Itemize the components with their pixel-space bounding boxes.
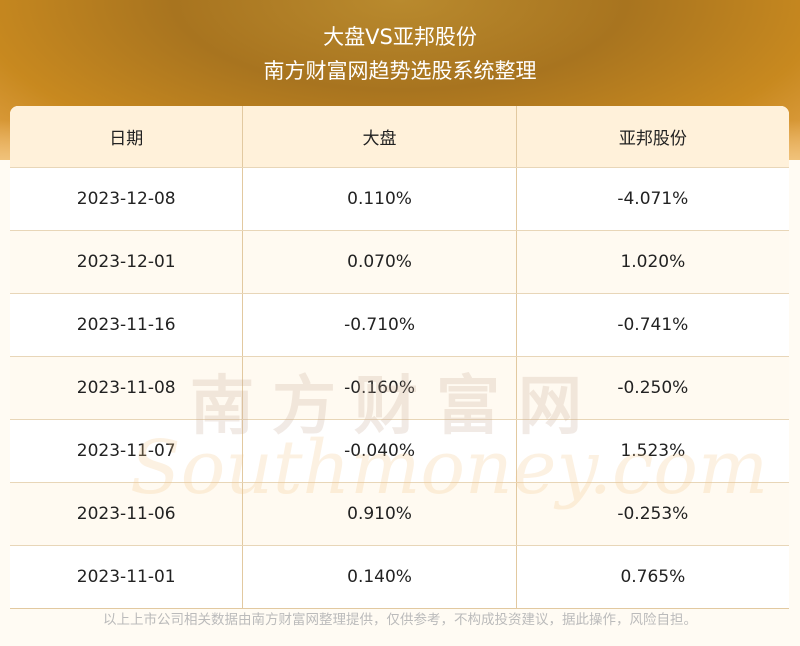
- table-row: 2023-11-07 -0.040% 1.523%: [10, 419, 789, 482]
- table-row: 2023-11-16 -0.710% -0.741%: [10, 293, 789, 356]
- table-row: 2023-11-01 0.140% 0.765%: [10, 545, 789, 608]
- page-title: 大盘VS亚邦股份: [323, 25, 477, 49]
- date-cell: 2023-11-07: [76, 441, 176, 461]
- table-header: 日期 大盘 亚邦股份: [10, 106, 789, 167]
- comparison-table: 日期 大盘 亚邦股份 2023-12-08 0.110% -4.071% 2023-1…: [10, 106, 789, 609]
- table-row: 2023-11-08 -0.160% -0.250%: [10, 356, 789, 419]
- date-cell: 2023-11-01: [76, 567, 176, 587]
- stock-change-cell: 0.765%: [515, 546, 789, 608]
- stock-change-cell: 1.523%: [515, 420, 789, 482]
- market-change-cell: 0.110%: [242, 168, 515, 230]
- column-header-date: 日期: [109, 129, 144, 149]
- market-change-cell: 0.140%: [242, 546, 515, 608]
- market-change-cell: -0.160%: [242, 357, 515, 419]
- market-change-cell: 0.910%: [242, 483, 515, 545]
- date-cell: 2023-11-08: [76, 378, 176, 398]
- stock-change-cell: 1.020%: [515, 231, 789, 293]
- table-row: 2023-11-06 0.910% -0.253%: [10, 482, 789, 545]
- page-subtitle: 南方财富网趋势选股系统整理: [263, 59, 537, 83]
- stock-change-cell: -0.250%: [515, 357, 789, 419]
- stock-change-cell: -4.071%: [515, 168, 789, 230]
- market-change-cell: -0.710%: [242, 294, 515, 356]
- date-cell: 2023-11-06: [76, 504, 176, 524]
- stock-change-cell: -0.741%: [515, 294, 789, 356]
- column-header-market: 大盘: [242, 106, 515, 167]
- date-cell: 2023-12-08: [76, 189, 176, 209]
- date-cell: 2023-11-16: [76, 315, 176, 335]
- market-change-cell: 0.070%: [242, 231, 515, 293]
- disclaimer: 以上上市公司相关数据由南方财富网整理提供，仅供参考，不构成投资建议，据此操作，风…: [103, 612, 697, 628]
- table-row: 2023-12-08 0.110% -4.071%: [10, 167, 789, 230]
- column-header-stock: 亚邦股份: [515, 106, 789, 167]
- stock-change-cell: -0.253%: [515, 483, 789, 545]
- table-row: 2023-12-01 0.070% 1.020%: [10, 230, 789, 293]
- market-change-cell: -0.040%: [242, 420, 515, 482]
- date-cell: 2023-12-01: [76, 252, 176, 272]
